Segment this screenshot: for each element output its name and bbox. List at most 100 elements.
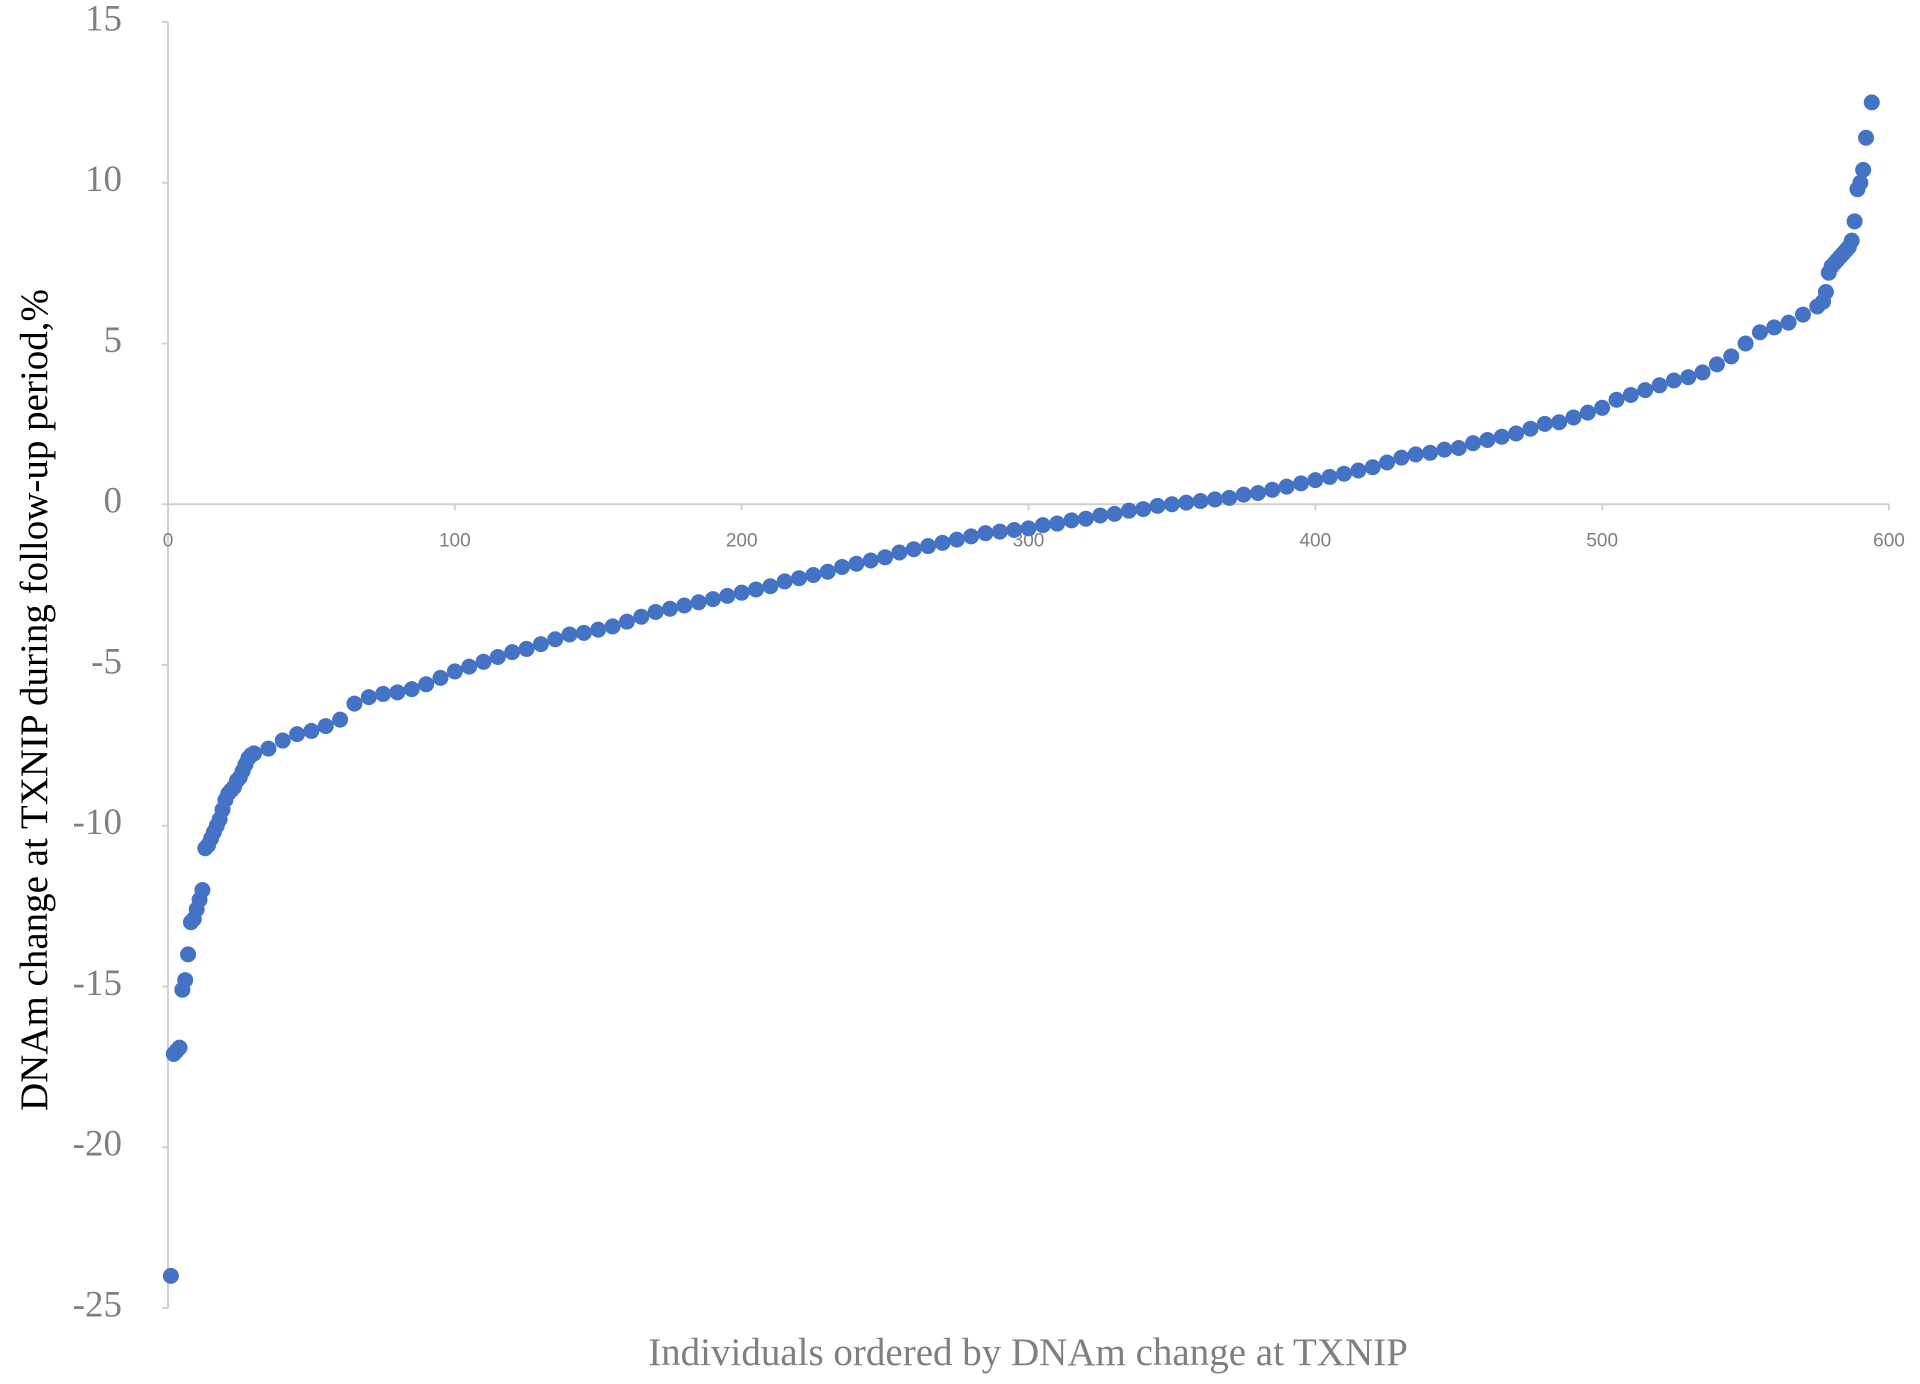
point: [1846, 213, 1863, 230]
point: [934, 534, 951, 551]
point: [1307, 472, 1324, 489]
point: [862, 552, 879, 569]
point: [1637, 382, 1654, 399]
point: [1817, 284, 1834, 301]
point: [748, 581, 765, 598]
point: [991, 523, 1008, 540]
y-tick-label: -5: [91, 641, 122, 682]
point: [647, 603, 664, 620]
point: [791, 570, 808, 587]
point: [246, 745, 263, 762]
point: [1163, 496, 1180, 513]
point: [1751, 324, 1768, 341]
point: [1077, 510, 1094, 527]
y-axis-label: DNAm change at TXNIP during follow-up pe…: [13, 289, 56, 1111]
point: [1393, 449, 1410, 466]
point: [834, 558, 851, 575]
point: [1843, 232, 1860, 249]
point: [1665, 372, 1682, 389]
point: [1278, 478, 1295, 495]
y-tick-label: -20: [73, 1124, 122, 1165]
point: [1249, 484, 1266, 501]
point: [1508, 425, 1525, 442]
point: [1120, 502, 1137, 519]
point: [1723, 348, 1740, 365]
point: [1766, 319, 1783, 336]
point: [475, 653, 492, 670]
point: [1536, 415, 1553, 432]
point: [1493, 428, 1510, 445]
point: [848, 555, 865, 572]
point: [1737, 335, 1754, 352]
point: [1264, 481, 1281, 498]
point: [260, 740, 277, 757]
x-tick-label: 500: [1586, 530, 1618, 551]
point: [1206, 491, 1223, 508]
point: [489, 648, 506, 665]
point: [1422, 444, 1439, 461]
point: [532, 636, 549, 653]
point: [180, 946, 197, 963]
y-tick-label: 5: [104, 320, 123, 361]
x-tick-label: 200: [726, 530, 758, 551]
point: [389, 684, 406, 701]
point: [1379, 454, 1396, 471]
point: [1178, 494, 1195, 511]
x-axis-label: Individuals ordered by DNAm change at TX…: [648, 1331, 1408, 1374]
point: [1694, 364, 1711, 381]
point: [1350, 462, 1367, 479]
point: [1321, 468, 1338, 485]
point: [977, 525, 994, 542]
point: [1049, 515, 1066, 532]
point: [1594, 399, 1611, 416]
point: [920, 538, 937, 555]
point: [1034, 517, 1051, 534]
point: [891, 544, 908, 561]
point: [432, 669, 449, 686]
point: [1465, 435, 1482, 452]
point: [1708, 356, 1725, 373]
point: [1092, 507, 1109, 524]
point: [504, 644, 521, 661]
point: [1551, 414, 1568, 431]
point: [1336, 465, 1353, 482]
point: [1608, 391, 1625, 408]
point: [690, 594, 707, 611]
point: [446, 663, 463, 680]
point: [1855, 161, 1872, 178]
point: [194, 882, 211, 899]
y-tick-label: 15: [85, 0, 122, 39]
x-tick-label: 300: [1013, 530, 1045, 551]
point: [948, 531, 965, 548]
point: [303, 722, 320, 739]
point: [1221, 489, 1238, 506]
point: [575, 624, 592, 641]
point: [1063, 512, 1080, 529]
point: [332, 711, 349, 728]
point: [461, 658, 478, 675]
point: [1780, 314, 1797, 331]
point: [403, 681, 420, 698]
point: [1622, 386, 1639, 403]
point: [171, 1039, 188, 1056]
point: [289, 726, 306, 743]
point: [719, 587, 736, 604]
point: [1522, 420, 1539, 437]
point: [1407, 446, 1424, 463]
point: [1106, 505, 1123, 522]
point: [1565, 409, 1582, 426]
point: [1292, 475, 1309, 492]
point: [1579, 404, 1596, 421]
x-tick-label: 600: [1873, 530, 1905, 551]
point: [776, 573, 793, 590]
point: [590, 621, 607, 638]
point: [346, 695, 363, 712]
point: [1863, 94, 1880, 111]
point: [661, 600, 678, 617]
point: [604, 618, 621, 635]
point: [1680, 369, 1697, 386]
point: [274, 732, 291, 749]
point: [1135, 501, 1152, 518]
point: [963, 528, 980, 545]
